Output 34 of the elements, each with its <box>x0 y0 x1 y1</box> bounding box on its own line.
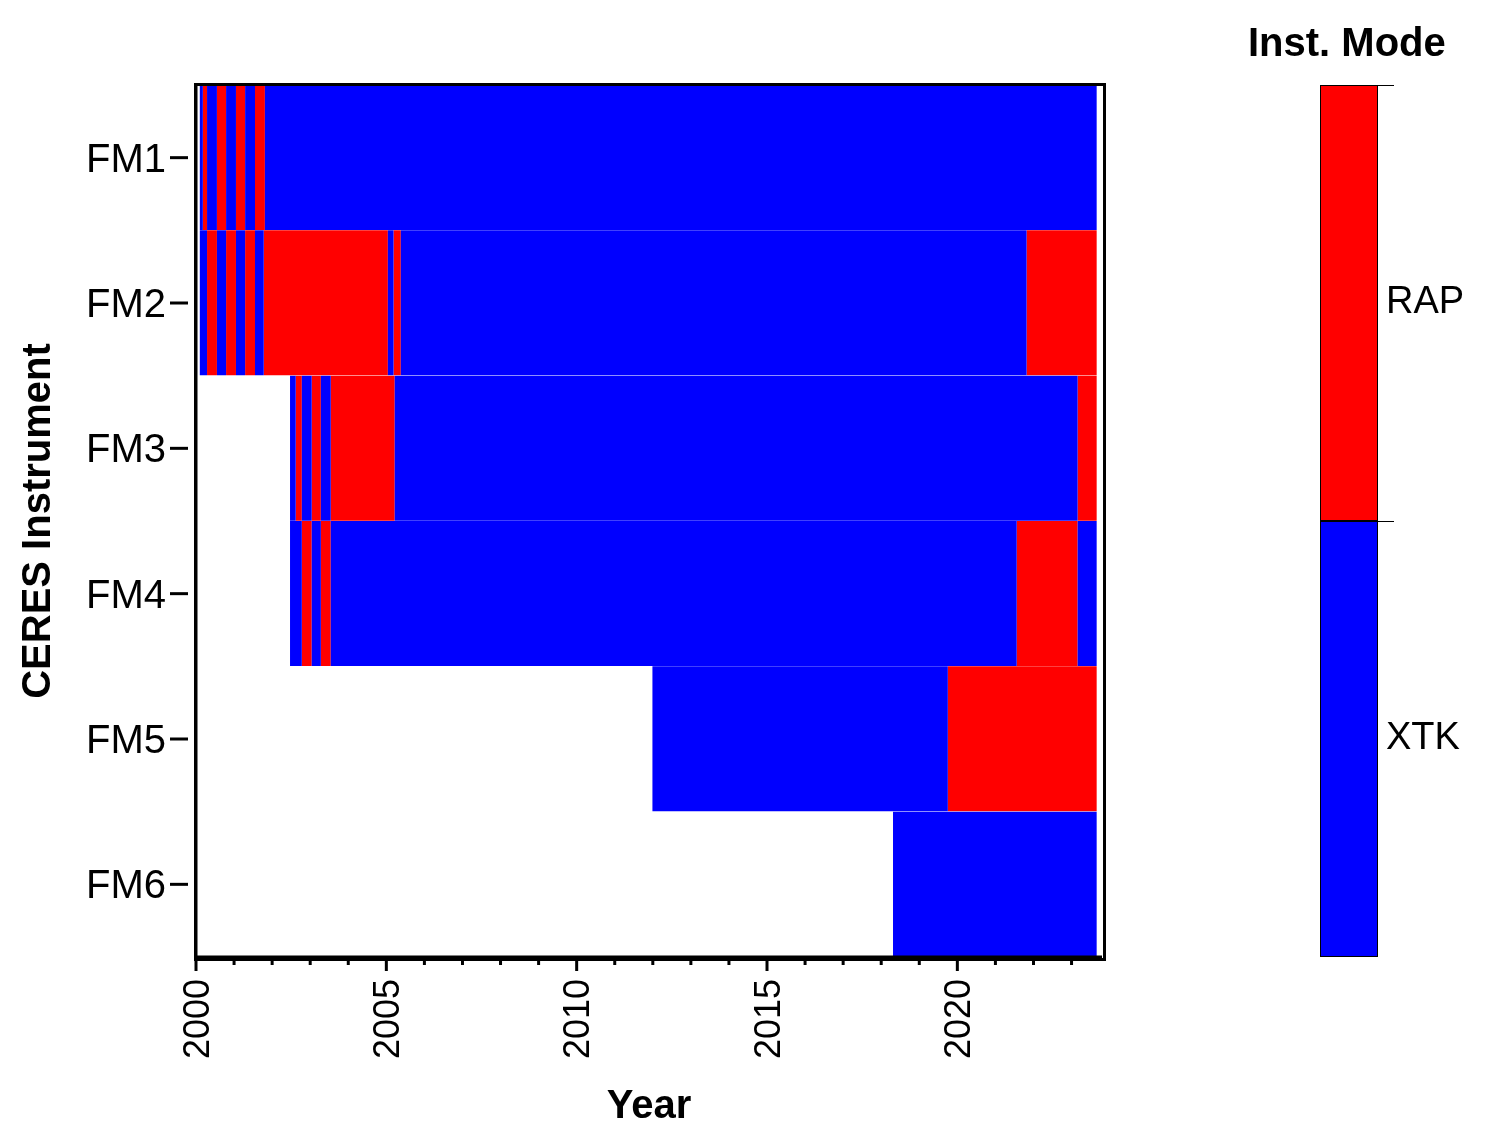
x-tick-label: 2015 <box>746 979 788 1060</box>
y-tick-label: FM2 <box>86 281 166 325</box>
y-tick-label: FM5 <box>86 717 166 761</box>
y-tick-label: FM6 <box>86 862 166 907</box>
text: RAP <box>1386 279 1465 322</box>
bar <box>301 375 312 521</box>
bar <box>226 85 236 230</box>
bar <box>301 521 312 666</box>
legend-title: Inst. Mode <box>1248 20 1447 65</box>
bar <box>311 521 321 666</box>
y-tick-label: FM1 <box>86 135 166 180</box>
y-axis-title: CERES Instrument <box>13 343 59 699</box>
x-tick-label: 2020 <box>936 979 978 1060</box>
bar <box>245 230 255 376</box>
bar <box>216 85 227 230</box>
bar <box>202 85 208 230</box>
x-tick-label: 2000 <box>175 979 217 1060</box>
text: XTK <box>1386 715 1460 758</box>
x-tick-label: 2010 <box>556 979 598 1060</box>
y-tick-label: FM3 <box>86 426 166 471</box>
bar <box>207 85 217 230</box>
bar <box>255 230 264 376</box>
bar <box>320 375 331 521</box>
bar <box>235 230 246 376</box>
bar <box>1077 521 1097 666</box>
x-tick-label: 2005 <box>365 979 407 1060</box>
x-axis-title: Year <box>605 1082 693 1127</box>
bar <box>235 85 246 230</box>
bar <box>245 85 255 230</box>
y-tick-label: FM4 <box>86 571 166 616</box>
bar <box>226 230 236 376</box>
bar <box>320 521 331 666</box>
bar <box>216 230 227 376</box>
bar <box>207 230 217 376</box>
